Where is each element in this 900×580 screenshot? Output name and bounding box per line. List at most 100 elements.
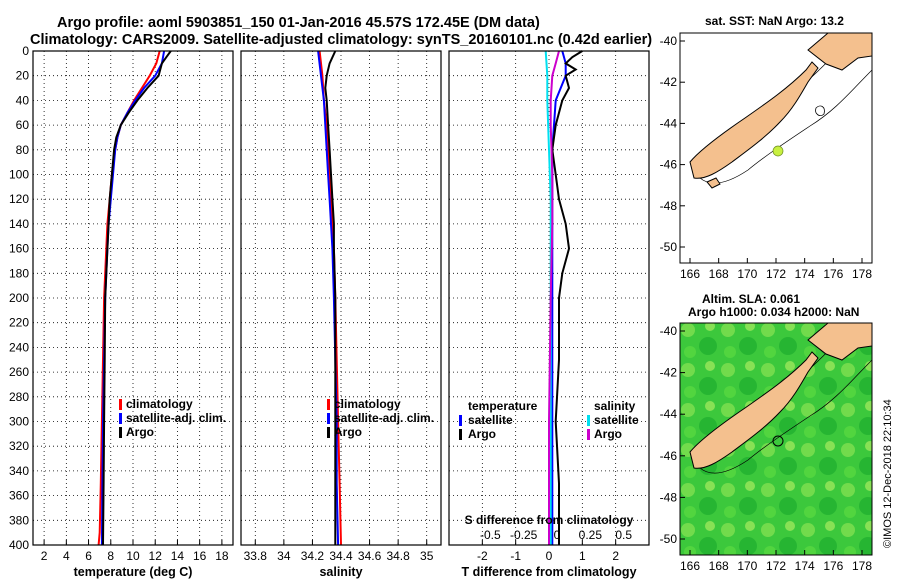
- y-tick-label: 240: [9, 340, 29, 354]
- lat-tick-label: -48: [660, 490, 678, 504]
- lon-tick-label: 178: [852, 267, 872, 281]
- lon-tick-label: 170: [737, 267, 757, 281]
- bottom-map-title-line1: Altim. SLA: 0.061: [702, 292, 800, 306]
- y-tick-label: 60: [16, 118, 30, 132]
- x-tick-label: 34.8: [386, 549, 410, 563]
- legend-label: Argo: [334, 425, 362, 439]
- x-tick-label: 2: [41, 549, 48, 563]
- bottom-map-argo-marker: [772, 435, 784, 447]
- difference-panel: -2 -1 0 1 2 T difference from climatology temp…: [448, 50, 650, 579]
- top-map-land-south-island: [689, 61, 819, 179]
- x-tick-label: 18: [215, 549, 229, 563]
- x-tick-label: 8: [107, 549, 114, 563]
- lon-tick-label: 166: [680, 559, 700, 573]
- top-map-land-north-island: [807, 32, 873, 71]
- legend-title-salinity: salinity: [594, 399, 636, 413]
- x-tick-label: 6: [85, 549, 92, 563]
- x-tick-label: 34: [277, 549, 291, 563]
- top-map-title: sat. SST: NaN Argo: 13.2: [705, 14, 844, 28]
- series-line-s-satellite: [544, 50, 552, 545]
- series-line-argo: [324, 50, 337, 545]
- series-line-argo: [102, 50, 172, 546]
- x-tick-label: 1: [579, 549, 586, 563]
- y-tick-label: 40: [16, 93, 30, 107]
- legend-swatch: [459, 415, 462, 426]
- y-tick-label: 220: [9, 316, 29, 330]
- legend-swatch: [587, 429, 590, 440]
- legend-title-temperature: temperature: [468, 399, 538, 413]
- series-line-s-argo: [548, 50, 560, 545]
- lat-tick-label: -46: [660, 449, 678, 463]
- legend-label: satellite: [468, 413, 513, 427]
- watermark: ©IMOS 12-Dec-2018 22:10:34: [882, 399, 894, 548]
- y-tick-label: 380: [9, 513, 29, 527]
- x-tick-label: 34.6: [358, 549, 382, 563]
- lat-tick-label: -42: [660, 75, 678, 89]
- lon-tick-label: 174: [795, 267, 815, 281]
- legend-label: satellite-adj. clim.: [334, 411, 434, 425]
- x-tick-label: 10: [126, 549, 140, 563]
- lon-tick-label: 170: [737, 559, 757, 573]
- y-tick-label: 140: [9, 217, 29, 231]
- top-axis-label: S difference from climatology: [465, 513, 634, 527]
- y-tick-label: 100: [9, 168, 29, 182]
- legend-swatch: [119, 399, 122, 410]
- top-map-land-stewart-island: [706, 177, 721, 189]
- legend-label: Argo: [126, 425, 154, 439]
- legend-swatch: [587, 415, 590, 426]
- x-tick-label: 2: [612, 549, 619, 563]
- bottom-map-land-south-island: [689, 351, 819, 469]
- plot-frame: [32, 50, 234, 546]
- top-axis-tick-label: 0: [554, 528, 561, 542]
- top-axis-tick-label: -0.5: [480, 528, 501, 542]
- y-tick-label: 320: [9, 439, 29, 453]
- lat-tick-label: -44: [660, 407, 678, 421]
- legend-swatch: [119, 413, 122, 424]
- bottom-map-title-line2: Argo h1000: 0.034 h2000: NaN: [688, 305, 859, 319]
- y-tick-label: 280: [9, 390, 29, 404]
- top-axis-tick-label: -0.25: [510, 528, 538, 542]
- legend-label: climatology: [334, 397, 401, 411]
- lat-tick-label: -40: [660, 34, 678, 48]
- legend-swatch: [459, 429, 462, 440]
- lon-tick-label: 168: [709, 267, 729, 281]
- legend-label: Argo: [468, 427, 496, 441]
- legend-swatch: [119, 427, 122, 438]
- plot-frame: [240, 50, 442, 546]
- top-map-island-chatham: [815, 105, 825, 116]
- figure-title-line2: Climatology: CARS2009. Satellite-adjuste…: [30, 32, 652, 48]
- x-axis-label: T difference from climatology: [461, 565, 636, 579]
- x-tick-label: -2: [477, 549, 488, 563]
- series-line-satellite-adj-clim-: [317, 50, 340, 546]
- bottom-map-land-north-island: [807, 322, 873, 361]
- figure-title-line1: Argo profile: aoml 5903851_150 01-Jan-20…: [57, 15, 540, 31]
- y-tick-label: 120: [9, 192, 29, 206]
- plot-frame: [448, 50, 650, 546]
- x-axis-label: salinity: [319, 565, 362, 579]
- legend-swatch: [327, 399, 330, 410]
- y-tick-label: 340: [9, 464, 29, 478]
- legend-label: climatology: [126, 397, 193, 411]
- y-tick-label: 260: [9, 365, 29, 379]
- x-tick-label: 14: [171, 549, 185, 563]
- y-tick-label: 20: [16, 69, 30, 83]
- lon-tick-label: 176: [823, 267, 843, 281]
- x-tick-label: 0: [546, 549, 553, 563]
- legend-swatch: [327, 427, 330, 438]
- y-tick-label: 360: [9, 489, 29, 503]
- x-tick-label: 16: [193, 549, 207, 563]
- legend-swatch: [327, 413, 330, 424]
- y-tick-label: 80: [16, 143, 30, 157]
- x-tick-label: 12: [149, 549, 163, 563]
- lon-tick-label: 176: [823, 559, 843, 573]
- lat-tick-label: -42: [660, 366, 678, 380]
- y-tick-label: 180: [9, 266, 29, 280]
- temperature-panel: 2 4 6 8 10 12 14 16 1802040608010012014016018020…: [9, 44, 234, 579]
- legend-label: satellite: [594, 413, 639, 427]
- legend-label: satellite-adj. clim.: [126, 411, 226, 425]
- lat-tick-label: -50: [660, 532, 678, 546]
- lat-tick-label: -44: [660, 116, 678, 130]
